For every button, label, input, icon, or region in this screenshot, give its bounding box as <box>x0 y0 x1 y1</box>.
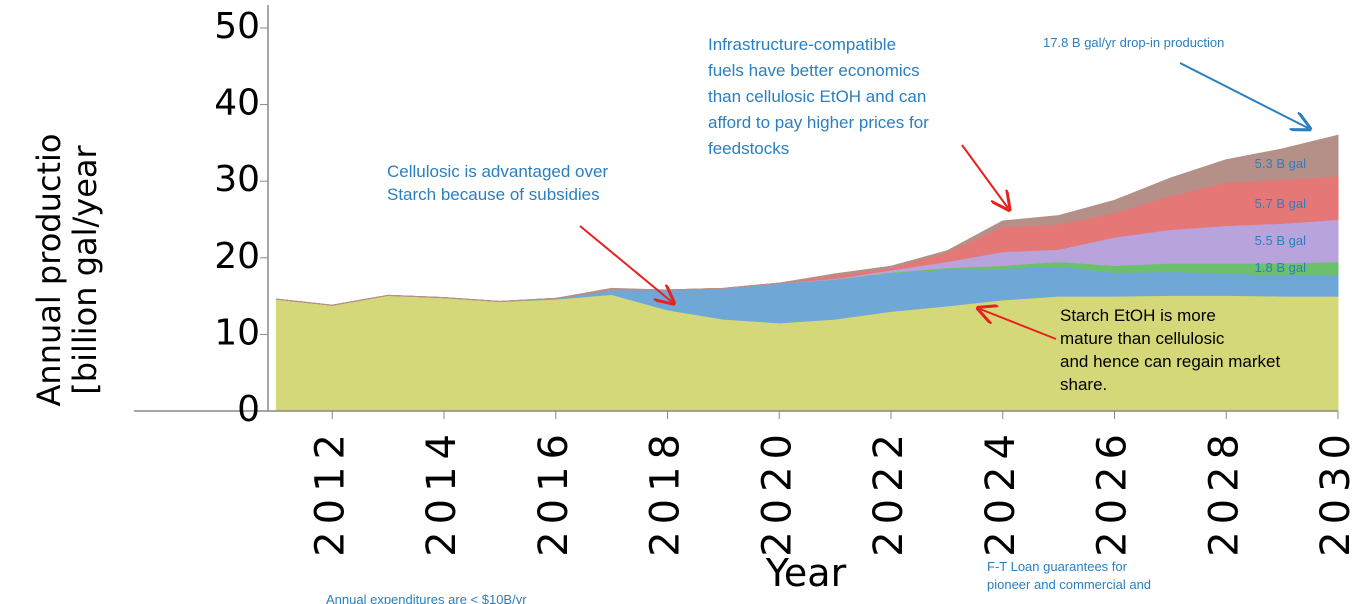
annotation: 17.8 B gal/yr drop-in production <box>1043 35 1224 50</box>
annotation: than cellulosic EtOH and can <box>708 87 926 106</box>
y-tick-label: 40 <box>214 83 260 124</box>
x-tick-label: 2018 <box>643 427 689 557</box>
arrows <box>579 62 1308 340</box>
x-tick-label: 2024 <box>978 427 1024 557</box>
layer-label: 5.3 B gal <box>1255 156 1306 171</box>
annotation: F-T Loan guarantees for <box>987 559 1128 574</box>
x-tick-label: 2030 <box>1313 427 1353 557</box>
annotation: mature than cellulosic <box>1060 329 1225 348</box>
arrow <box>1179 62 1308 128</box>
x-axis-title: Year <box>765 551 847 595</box>
x-tick-label: 2014 <box>419 427 465 557</box>
x-tick-label: 2020 <box>754 427 800 557</box>
annotation: Starch EtOH is more <box>1060 306 1216 325</box>
y-tick-label: 20 <box>214 236 260 277</box>
y-tick-label: 30 <box>214 159 260 200</box>
annotation: Annual expenditures are < $10B/yr <box>326 592 527 604</box>
annotation: Starch because of subsidies <box>387 185 600 204</box>
arrow <box>980 309 1057 340</box>
y-tick-label: 10 <box>214 312 260 353</box>
x-tick-label: 2016 <box>531 427 577 557</box>
y-tick-label: 50 <box>214 6 260 47</box>
annotation: share. <box>1060 375 1107 394</box>
x-tick-label: 2026 <box>1090 427 1136 557</box>
y-axis-title: [billion gal/year <box>66 144 104 394</box>
x-tick-label: 2022 <box>866 427 912 557</box>
layer-label: 1.8 B gal <box>1255 260 1306 275</box>
annotation: Cellulosic is advantaged over <box>387 162 608 181</box>
area <box>276 134 1339 306</box>
x-tick-label: 2012 <box>307 427 353 557</box>
arrow <box>579 225 672 302</box>
annotation: Infrastructure-compatible <box>708 35 896 54</box>
x-tick-label: 2028 <box>1201 427 1247 557</box>
arrow <box>961 144 1008 208</box>
annotation: and hence can regain market <box>1060 352 1280 371</box>
y-tick-label: 0 <box>237 389 260 430</box>
annotation: feedstocks <box>708 139 789 158</box>
annotation: pioneer and commercial and <box>987 577 1151 592</box>
y-axis-title: Annual productio <box>30 134 68 407</box>
annotation: afford to pay higher prices for <box>708 113 929 132</box>
plot-area <box>275 134 1339 412</box>
layer-label: 5.7 B gal <box>1255 196 1306 211</box>
annotation: fuels have better economics <box>708 61 920 80</box>
layer-label: 5.5 B gal <box>1255 233 1306 248</box>
